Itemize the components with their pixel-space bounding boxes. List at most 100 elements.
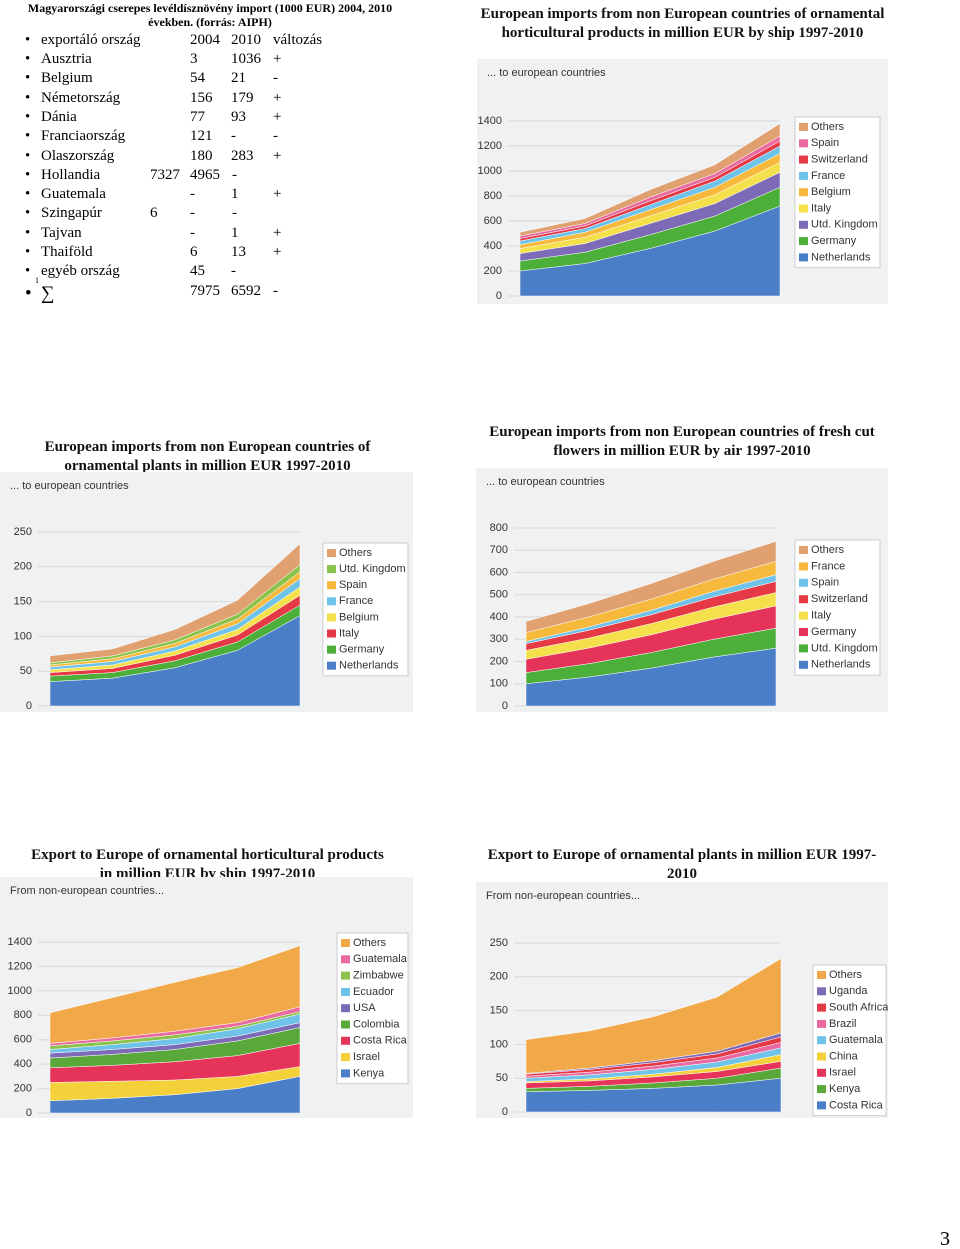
table-cell: + (273, 147, 282, 164)
legend-label: Kenya (353, 1067, 385, 1079)
chart-title: European imports from non European count… (489, 424, 875, 459)
legend-swatch (817, 1003, 826, 1012)
legend-label: France (811, 560, 845, 572)
table-cell: + (273, 244, 282, 260)
y-tick-label: 600 (490, 566, 508, 578)
table-cell: 77 (190, 108, 205, 125)
legend-label: Germany (339, 644, 385, 656)
legend-swatch (327, 565, 336, 574)
y-tick-label: 800 (14, 1009, 32, 1021)
table-cell: Szingapúr (25, 205, 102, 222)
legend-swatch (341, 939, 350, 947)
legend-box (794, 116, 881, 269)
legend-label: France (339, 595, 373, 607)
legend-label: Costa Rica (829, 1099, 884, 1111)
legend-label: Utd. Kingdom (339, 563, 406, 575)
table-cell: Thaiföld (25, 244, 93, 261)
y-tick-label: 400 (484, 240, 502, 252)
legend-swatch (799, 155, 808, 164)
y-tick-label: 800 (490, 522, 508, 534)
legend-swatch (327, 629, 336, 638)
legend-swatch (799, 188, 808, 197)
legend-label: Spain (339, 579, 367, 591)
legend-label: Guatemala (353, 953, 408, 965)
area (49, 543, 301, 664)
footnote-mark: 1 (35, 275, 39, 285)
table-title: Magyarországi cserepes levéldísznövény i… (27, 1, 393, 29)
y-tick-label: 1400 (8, 936, 32, 948)
chart: ... to european countries 0 50 100 150 200 250… (0, 472, 413, 712)
legend-swatch (799, 578, 808, 587)
y-tick-label: 200 (490, 971, 508, 983)
table-cell: ∑ (26, 283, 55, 305)
table-cell: 7975 (190, 282, 220, 299)
table-cell: + (273, 89, 282, 106)
table-cell: Franciaország (25, 128, 125, 145)
chart: From non-european countries... 0 200 400 600… (0, 877, 413, 1118)
legend-swatch (341, 1004, 350, 1013)
legend-label: Spain (811, 137, 839, 149)
area (49, 945, 301, 1044)
legend-swatch (341, 955, 350, 964)
table-cell: 3 (190, 51, 198, 67)
table-header: változás (273, 32, 323, 48)
y-tick-label: 0 (26, 700, 32, 712)
legend-label: Kenya (829, 1083, 861, 1095)
table-cell: 21 (231, 70, 246, 87)
table-cell: - (231, 128, 236, 145)
y-tick-label: 0 (502, 700, 508, 712)
legend-swatch (817, 1085, 826, 1094)
table-cell: 180 (190, 147, 213, 164)
y-tick-label: 1000 (8, 985, 32, 997)
table-cell: 156 (190, 89, 213, 106)
y-tick-label: 0 (496, 290, 502, 302)
legend-label: Others (339, 547, 373, 559)
legend-label: Netherlands (811, 659, 871, 671)
table-cell: - (232, 205, 237, 222)
y-tick-label: 1200 (8, 960, 32, 972)
legend-label: Ecuador (353, 986, 394, 998)
legend-label: France (811, 170, 845, 182)
table-header: 2010 (231, 32, 261, 48)
page-number: 3 (940, 1228, 950, 1249)
legend-swatch (799, 660, 808, 669)
legend-swatch (817, 971, 826, 979)
legend-label: South Africa (829, 1002, 888, 1014)
y-tick-label: 200 (14, 1082, 32, 1094)
table-cell: 1036 (231, 51, 261, 67)
y-tick-label: 200 (484, 265, 502, 277)
legend-swatch (799, 644, 808, 653)
table-cell: - (190, 224, 195, 241)
chart-title: European imports from non European count… (480, 6, 885, 41)
legend-label: Belgium (339, 611, 379, 623)
legend-swatch (327, 549, 336, 557)
table-cell: Ausztria (25, 51, 92, 68)
legend-swatch (341, 1069, 350, 1078)
legend-label: Others (811, 121, 845, 133)
chart-title: Export to Europe of ornamental plants in… (487, 847, 877, 882)
y-tick-label: 100 (14, 630, 32, 642)
y-tick-label: 200 (14, 561, 32, 573)
legend-label: China (829, 1050, 859, 1062)
y-tick-label: 50 (496, 1072, 508, 1084)
y-tick-label: 150 (490, 1005, 508, 1017)
table-cell: 121 (190, 128, 213, 145)
table-cell: + (273, 51, 282, 67)
y-tick-label: 100 (490, 1038, 508, 1050)
legend-label: Israel (829, 1067, 856, 1079)
table-cell: 1 (231, 224, 239, 241)
legend-label: USA (353, 1002, 376, 1014)
table-cell: Tajvan (25, 225, 81, 242)
table-cell: + (273, 186, 282, 203)
table-cell: + (273, 108, 282, 125)
legend-swatch (327, 581, 336, 590)
y-tick-label: 600 (14, 1034, 32, 1046)
chart-subtitle: From non-european countries... (486, 890, 640, 902)
legend-swatch (327, 661, 336, 670)
legend-label: Spain (811, 577, 839, 589)
y-tick-label: 250 (14, 526, 32, 538)
legend-swatch (799, 546, 808, 554)
table-cell: - (273, 128, 278, 145)
table-cell: 283 (231, 147, 254, 164)
